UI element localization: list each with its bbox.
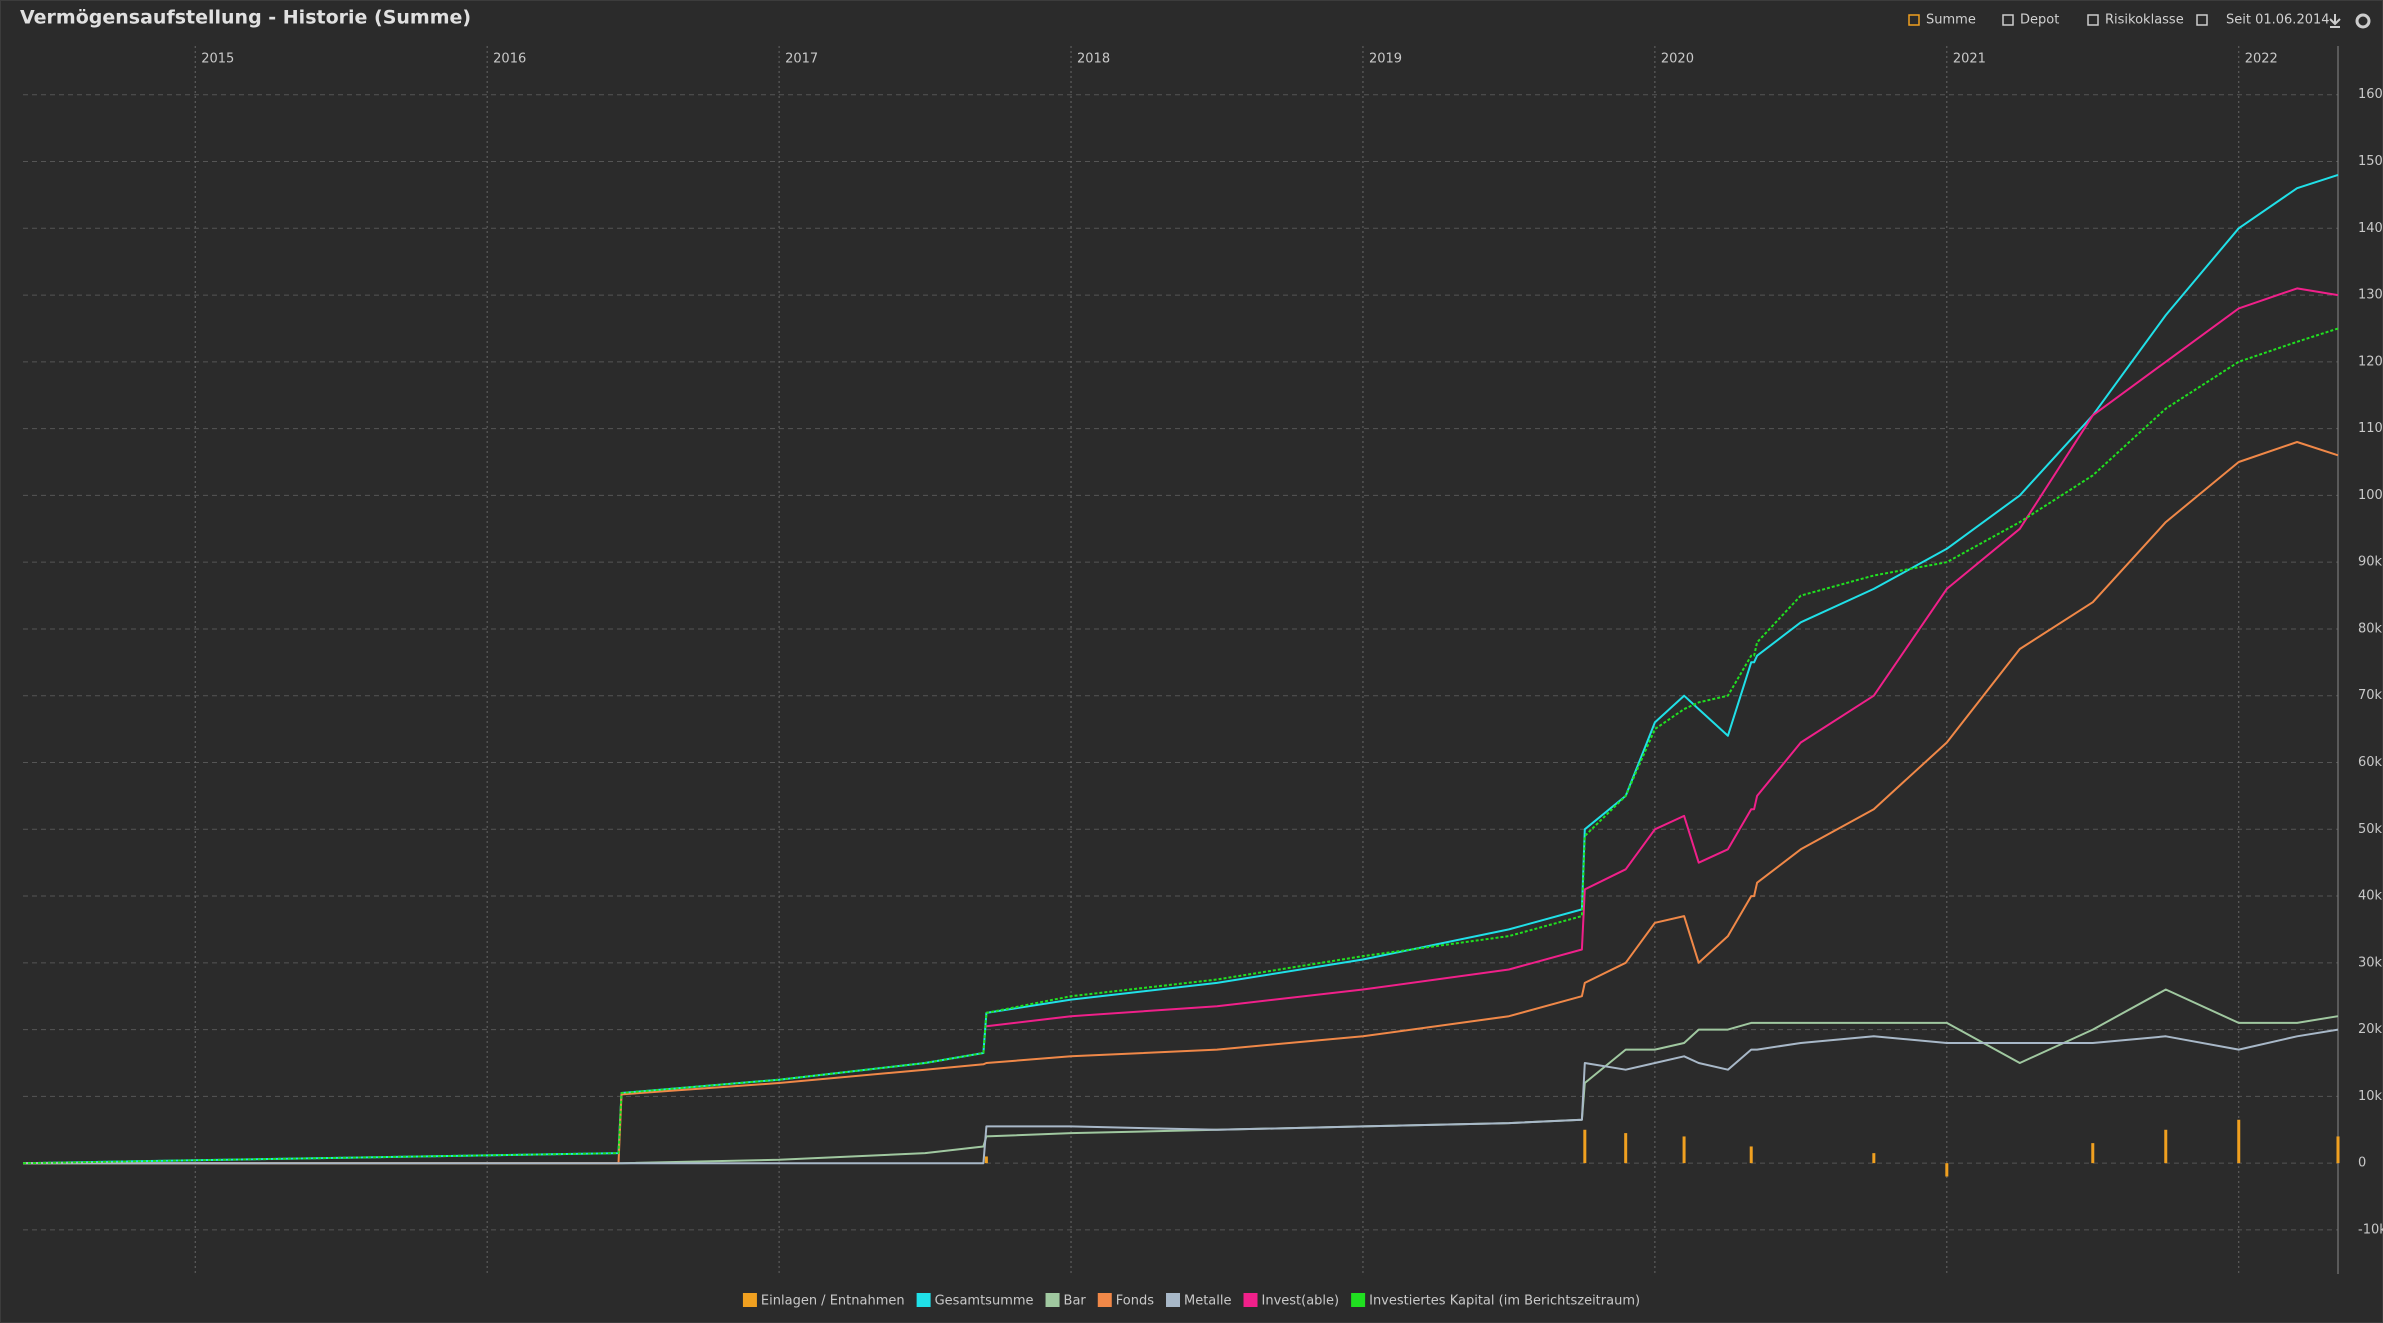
- toolbar-icon: [1908, 14, 1920, 26]
- x-tick-label: 2022: [2245, 52, 2278, 67]
- bar: [1624, 1133, 1628, 1164]
- x-tick-label: 2019: [1369, 52, 1402, 67]
- series-line: [23, 1028, 2339, 1165]
- legend-label: Invest(able): [1262, 1294, 1340, 1309]
- toolbar-icon: [2196, 14, 2208, 26]
- x-tick-label: 2017: [785, 52, 818, 67]
- y-tick-label: 100k: [2358, 488, 2383, 503]
- toolbar-summe[interactable]: Summe: [1926, 13, 1976, 28]
- x-tick-label: 2015: [201, 52, 234, 67]
- y-tick-label: 160k: [2358, 87, 2383, 102]
- legend-label: Bar: [1064, 1294, 1087, 1309]
- y-tick-label: 30k: [2358, 955, 2383, 970]
- y-tick-label: 50k: [2358, 822, 2383, 837]
- y-tick-label: 20k: [2358, 1022, 2383, 1037]
- toolbar-icon: [2002, 14, 2014, 26]
- legend-label: Investiertes Kapital (im Berichtszeitrau…: [1369, 1294, 1640, 1309]
- series-line: [986, 287, 2339, 1028]
- chart-title: Vermögensaufstellung - Historie (Summe): [20, 7, 471, 29]
- legend-label: Metalle: [1184, 1294, 1232, 1309]
- series-line: [22, 327, 2339, 1165]
- bar: [2237, 1119, 2241, 1164]
- series-line: [23, 441, 2339, 1165]
- x-tick-label: 2016: [493, 52, 526, 67]
- toolbar-risikoklasse[interactable]: Risikoklasse: [2105, 13, 2184, 28]
- legend-swatch: [1166, 1293, 1181, 1307]
- legend-swatch: [916, 1293, 931, 1307]
- bar: [984, 1156, 988, 1164]
- x-tick-label: 2021: [1953, 52, 1986, 67]
- y-tick-label: 120k: [2358, 354, 2383, 369]
- y-tick-label: 140k: [2358, 221, 2383, 236]
- toolbar-date[interactable]: Seit 01.06.2014: [2226, 13, 2330, 28]
- y-tick-label: 40k: [2358, 889, 2383, 904]
- export-icon[interactable]: [2329, 14, 2341, 28]
- x-tick-label: 2018: [1077, 52, 1110, 67]
- y-tick-label: 60k: [2358, 755, 2383, 770]
- toolbar-icon: [2087, 14, 2099, 26]
- y-tick-label: 90k: [2358, 555, 2383, 570]
- bar: [2091, 1143, 2095, 1164]
- y-tick-label: 10k: [2358, 1089, 2383, 1104]
- legend-label: Fonds: [1116, 1294, 1154, 1309]
- bar: [1583, 1129, 1587, 1164]
- y-tick-label: 70k: [2358, 688, 2383, 703]
- bar: [1872, 1153, 1876, 1164]
- series-line: [23, 988, 2339, 1165]
- y-tick-label: 130k: [2358, 288, 2383, 303]
- y-tick-label: 80k: [2358, 621, 2383, 636]
- bar: [2164, 1129, 2168, 1164]
- legend-label: Gesamtsumme: [935, 1294, 1034, 1309]
- bar: [2336, 1136, 2340, 1164]
- y-tick-label: -10k: [2358, 1222, 2383, 1237]
- bar: [1749, 1146, 1753, 1164]
- bar: [1682, 1136, 1686, 1164]
- legend-swatch: [1097, 1293, 1112, 1307]
- legend-swatch: [1243, 1293, 1258, 1307]
- legend-swatch: [742, 1293, 757, 1307]
- x-tick-label: 2020: [1661, 52, 1694, 67]
- y-tick-label: 0: [2358, 1156, 2366, 1171]
- legend-swatch: [1351, 1293, 1366, 1307]
- y-tick-label: 110k: [2358, 421, 2383, 436]
- settings-icon[interactable]: [2355, 13, 2371, 29]
- legend-swatch: [1045, 1293, 1060, 1307]
- legend-label: Einlagen / Entnahmen: [761, 1294, 905, 1309]
- bar: [1945, 1163, 1949, 1177]
- toolbar-depot[interactable]: Depot: [2020, 13, 2059, 28]
- y-tick-label: 150k: [2358, 154, 2383, 169]
